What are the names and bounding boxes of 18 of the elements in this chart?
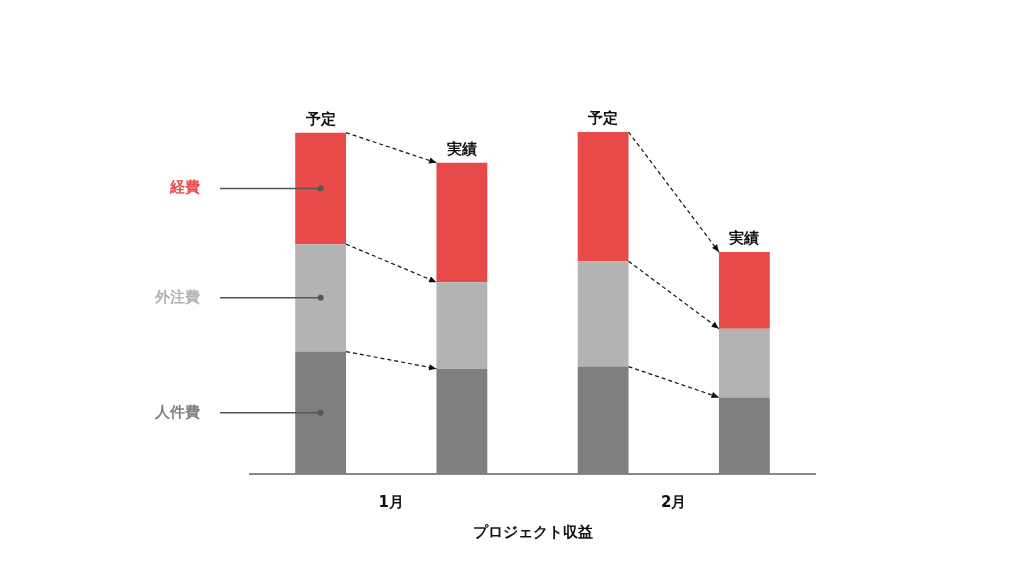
text: 2月 [661, 493, 687, 512]
text: 外注費 [154, 287, 200, 306]
bar [436, 282, 488, 369]
text: 人件費 [154, 402, 200, 421]
bar [295, 244, 347, 352]
x-tick-label: 実績 [445, 140, 477, 159]
x-tick-label: 予定 [304, 110, 336, 129]
bar [436, 162, 488, 283]
bar [295, 132, 347, 245]
bar [577, 132, 629, 262]
bar [718, 328, 770, 398]
x-axis-title: プロジェクト収益 [472, 522, 593, 541]
text: 経費 [169, 178, 200, 197]
bar [577, 261, 629, 367]
x-tick-label: 実績 [728, 229, 760, 248]
bar [718, 252, 770, 329]
text: 1月 [378, 493, 404, 512]
x-tick-label: 予定 [587, 109, 619, 128]
